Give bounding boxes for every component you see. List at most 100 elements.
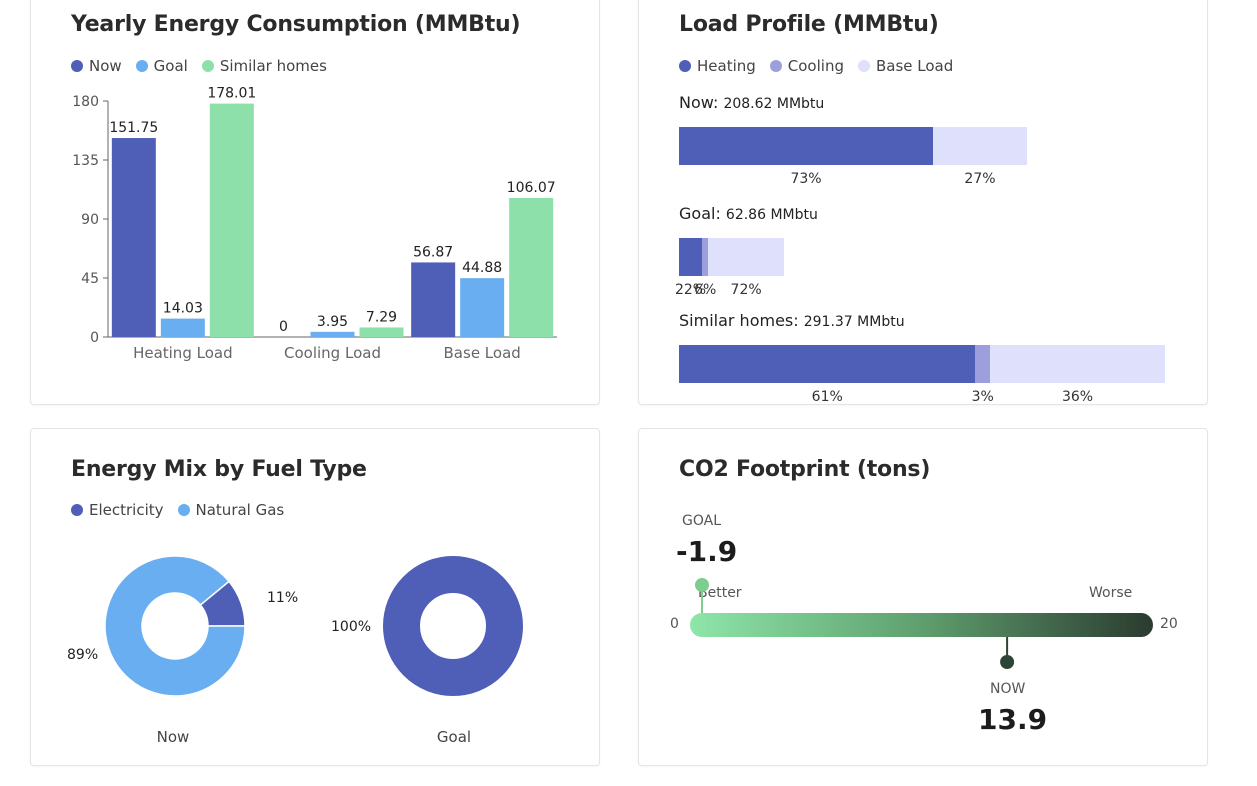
bar-value-label: 14.03 [163, 301, 203, 317]
legend-natural-gas[interactable]: Natural Gas [177, 501, 285, 519]
base-load-segment [990, 345, 1165, 383]
bar-value-label: 44.88 [462, 260, 502, 276]
y-tick-label: 45 [81, 271, 99, 287]
load-percent-label: 3% [971, 389, 994, 405]
base-dot-icon [857, 60, 870, 72]
worse-label: Worse [1089, 585, 1133, 601]
legend-similar[interactable]: Similar homes [201, 57, 327, 75]
legend-goal[interactable]: Goal [135, 57, 188, 75]
donut-goal: 100% Goal [331, 556, 523, 746]
legend-goal-label: Goal [153, 57, 188, 75]
y-tick-label: 135 [72, 153, 99, 169]
load-row-name: Now: [679, 93, 724, 112]
load-profile-card: Load Profile (MMBtu) Heating Cooling Bas… [638, 0, 1208, 405]
now-dot-icon [71, 60, 83, 72]
bar-value-label: 3.95 [317, 314, 348, 330]
load-row-total: 62.86 MMbtu [725, 207, 818, 223]
cooling-segment [975, 345, 991, 383]
bar-now [411, 262, 456, 337]
load-profile-legend: Heating Cooling Base Load [679, 57, 967, 75]
energy-mix-card: Energy Mix by Fuel Type Electricity Natu… [30, 428, 600, 766]
goal-caption: GOAL [682, 513, 721, 529]
bar-value-label: 0 [279, 319, 288, 335]
load-row-label: Goal: 62.86 MMbtu [679, 204, 818, 223]
bar-goal [460, 278, 505, 337]
y-tick-label: 0 [90, 330, 99, 346]
load-row-label: Similar homes: 291.37 MMbtu [679, 311, 905, 330]
co2-gauge [690, 578, 1153, 669]
bar-similar-homes [359, 327, 404, 337]
bar-similar-homes [509, 197, 554, 337]
y-tick-label: 90 [81, 212, 99, 228]
legend-heating[interactable]: Heating [679, 57, 756, 75]
now-marker-dot [1000, 655, 1015, 669]
co2-gauge-bar [690, 613, 1153, 637]
load-percent-label: 61% [811, 389, 843, 405]
co2-footprint-card: CO2 Footprint (tons) GOAL -1.9 Better Wo… [638, 428, 1208, 766]
x-category-label: Heating Load [133, 344, 233, 362]
legend-electricity[interactable]: Electricity [71, 501, 164, 519]
yearly-bar-chart: 0 45 90 135 180 151.75 14.03 178.01 Heating Load… [72, 86, 557, 362]
bar-goal [310, 331, 355, 337]
better-label: Better [698, 585, 742, 601]
goal-dot-icon [135, 60, 148, 72]
load-profile-title: Load Profile (MMBtu) [679, 12, 939, 37]
legend-now-label: Now [89, 57, 122, 75]
load-percent-label: 27% [964, 171, 996, 187]
load-stacked-bar [679, 238, 784, 276]
bar-value-label: 106.07 [507, 180, 556, 196]
electricity-dot-icon [71, 504, 83, 516]
electricity-percent-label: 11% [267, 590, 298, 606]
natural-gas-dot-icon [177, 504, 190, 516]
donut-name-label: Now [157, 728, 190, 746]
load-percent-label: 6% [694, 282, 717, 298]
now-caption: NOW [990, 681, 1026, 697]
now-value: 13.9 [978, 703, 1048, 736]
yearly-legend: Now Goal Similar homes [71, 57, 341, 75]
legend-cooling[interactable]: Cooling [769, 57, 844, 75]
bar-now [111, 138, 156, 337]
legend-base[interactable]: Base Load [857, 57, 953, 75]
x-category-label: Cooling Load [284, 344, 381, 362]
goal-value: -1.9 [676, 535, 738, 568]
bar-value-label: 151.75 [109, 120, 158, 136]
goal-marker-dot [695, 578, 709, 592]
scale-min-label: 0 [670, 616, 679, 632]
x-category-label: Base Load [444, 344, 521, 362]
electricity-percent-label: 100% [331, 619, 371, 635]
natural-gas-slice [104, 555, 246, 697]
legend-similar-label: Similar homes [219, 57, 327, 75]
yearly-consumption-card: Yearly Energy Consumption (MMBtu) Now Go… [30, 0, 600, 405]
legend-heating-label: Heating [697, 57, 756, 75]
base-load-segment [933, 127, 1027, 165]
heating-dot-icon [679, 60, 691, 72]
electricity-slice [383, 556, 523, 696]
similar-dot-icon [201, 60, 214, 72]
bar-value-label: 178.01 [207, 86, 256, 102]
donut-now: 11% 89% Now [67, 555, 298, 746]
cooling-segment [702, 238, 709, 276]
base-load-segment [708, 238, 784, 276]
energy-mix-legend: Electricity Natural Gas [71, 501, 298, 519]
load-row-total: 291.37 MMbtu [803, 314, 905, 330]
bar-similar-homes [209, 103, 254, 338]
bar-goal [160, 318, 205, 337]
yearly-title: Yearly Energy Consumption (MMBtu) [71, 12, 521, 37]
load-row-total: 208.62 MMbtu [723, 96, 825, 112]
load-percent-label: 22% [674, 282, 707, 298]
load-stacked-bar [679, 127, 1027, 165]
load-stacked-bar [679, 345, 1165, 383]
legend-natural-gas-label: Natural Gas [195, 501, 285, 519]
donut-name-label: Goal [437, 728, 471, 746]
energy-mix-title: Energy Mix by Fuel Type [71, 457, 367, 482]
load-percent-label: 36% [1061, 389, 1094, 405]
natural-gas-percent-label: 89% [67, 647, 98, 663]
heating-segment [679, 127, 934, 165]
y-tick-label: 180 [72, 94, 99, 110]
bar-value-label: 7.29 [366, 309, 397, 325]
legend-now[interactable]: Now [71, 57, 122, 75]
legend-electricity-label: Electricity [89, 501, 164, 519]
load-row-name: Goal: [679, 204, 726, 223]
load-row-label: Now: 208.62 MMbtu [679, 93, 824, 112]
load-row-name: Similar homes: [679, 311, 804, 330]
